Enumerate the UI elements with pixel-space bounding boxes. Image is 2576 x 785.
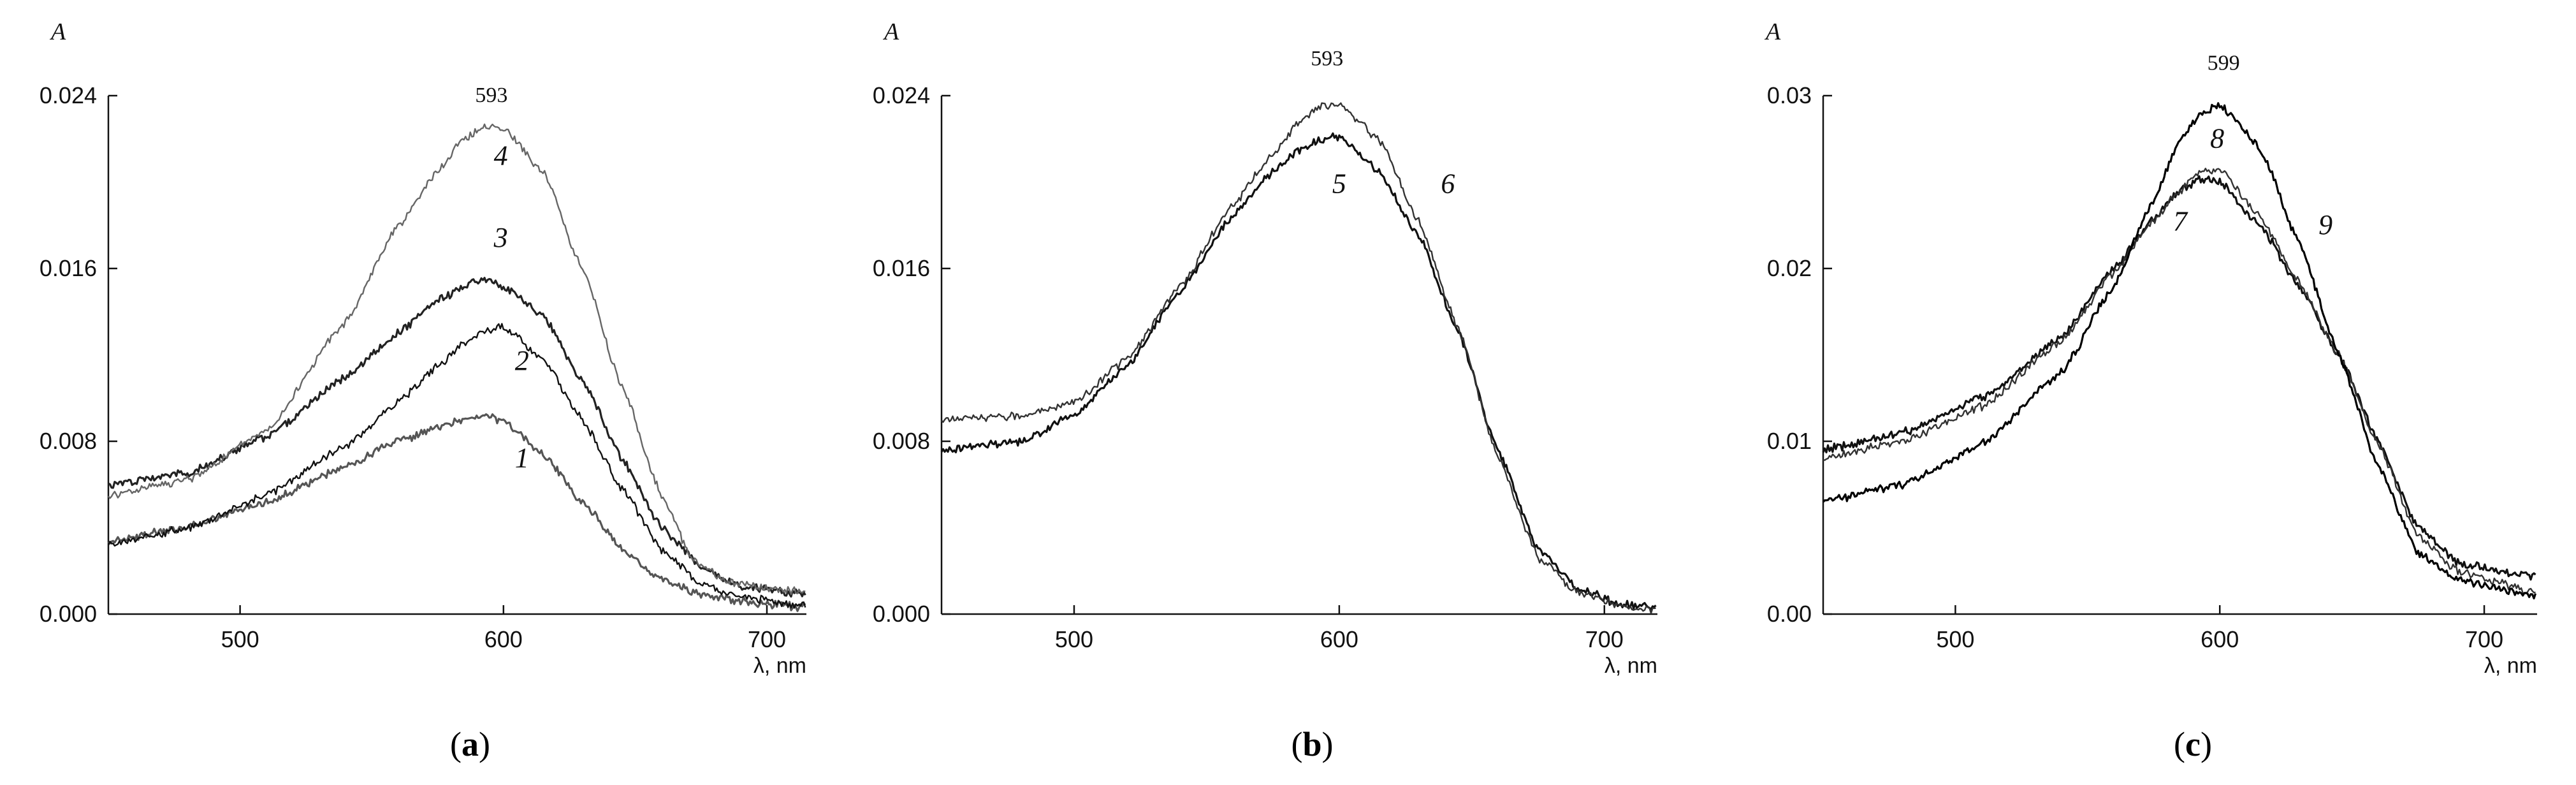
x-tick-label: 600: [1320, 626, 1358, 652]
series-7-label: 7: [2173, 205, 2188, 237]
peak-wavelength-annotation: 593: [1311, 47, 1343, 71]
y-tick-label: 0.016: [40, 255, 97, 281]
y-tick-label: 0.03: [1767, 82, 1812, 108]
y-tick-label: 0.024: [873, 82, 930, 108]
series-4-line: [108, 123, 806, 596]
y-tick-label: 0.008: [40, 428, 97, 454]
x-tick-label: 500: [1055, 626, 1093, 652]
y-tick-label: 0.000: [873, 601, 930, 627]
series-2-line: [107, 323, 806, 609]
series-4-label: 4: [494, 140, 508, 171]
peak-wavelength-annotation: 599: [2208, 51, 2240, 75]
panel-label: (c): [2174, 725, 2212, 763]
y-tick-label: 0.024: [40, 82, 97, 108]
series-3-line: [108, 277, 806, 598]
y-tick-label: 0.00: [1767, 601, 1812, 627]
x-tick-label: 500: [221, 626, 259, 652]
y-tick-label: 0.02: [1767, 255, 1812, 281]
x-tick-label: 600: [484, 626, 523, 652]
y-axis-label: A: [1764, 18, 1781, 45]
series-1-label: 1: [515, 443, 529, 474]
chart-panel-b: 0.000 0.008 0.016 0.024 500 600 700 Aλ, nm 5 6 593…: [873, 18, 1657, 763]
series-8-label: 8: [2210, 122, 2224, 154]
series-9-line: [1822, 102, 2537, 600]
series-6-line: [941, 102, 1656, 614]
chart-panel-c: 0.00 0.01 0.02 0.03 500 600 700 Aλ, nm 7 8 9 599 (c): [1764, 18, 2537, 763]
x-axis-label: λ, nm: [753, 654, 806, 678]
series-6-label: 6: [1441, 168, 1455, 199]
series-5-line: [940, 132, 1657, 611]
series-3-label: 3: [493, 222, 508, 253]
x-tick-label: 500: [1936, 626, 1974, 652]
y-axis-label: A: [49, 18, 66, 45]
panel-label: (a): [450, 725, 490, 763]
x-tick-label: 700: [748, 626, 786, 652]
y-tick-label: 0.008: [873, 428, 930, 454]
x-tick-label: 600: [2201, 626, 2239, 652]
y-axis-label: A: [882, 18, 899, 45]
x-tick-label: 700: [2465, 626, 2503, 652]
chart-panel-a: 0.000 0.008 0.016 0.024 500 600 700 Aλ, nm 1 2 3 4 5…: [40, 18, 806, 763]
series-5-label: 5: [1332, 168, 1346, 199]
series-9-label: 9: [2318, 209, 2332, 240]
x-axis-label: λ, nm: [2484, 654, 2537, 678]
y-tick-label: 0.000: [40, 601, 97, 627]
series-8-line: [1823, 168, 2536, 594]
series-2-label: 2: [515, 345, 529, 376]
panel-label: (b): [1291, 725, 1333, 763]
x-tick-label: 700: [1585, 626, 1624, 652]
peak-wavelength-annotation: 593: [475, 84, 507, 107]
x-axis-label: λ, nm: [1605, 654, 1657, 678]
y-tick-label: 0.016: [873, 255, 930, 281]
y-tick-label: 0.01: [1767, 428, 1812, 454]
series-1-line: [107, 413, 806, 612]
